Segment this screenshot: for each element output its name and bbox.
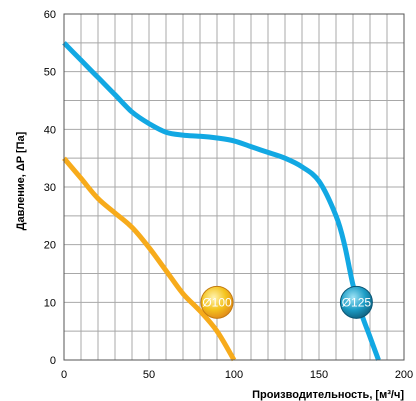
x-axis-label: Производительность, [м³/ч] [252, 389, 404, 401]
series-line-1 [62, 156, 237, 362]
series-badge-label: Ø100 [202, 295, 232, 309]
y-tick-label: 0 [50, 355, 56, 367]
y-tick-label: 10 [44, 297, 56, 309]
series-badge-circle [200, 285, 234, 319]
y-tick-labels: 0 10 20 30 40 50 60 [44, 9, 56, 367]
series-badge-label: Ø125 [342, 295, 372, 309]
y-tick-label: 30 [44, 182, 56, 194]
series-line-2 [62, 41, 381, 361]
x-tick-label: 200 [395, 369, 413, 381]
x-tick-label: 150 [310, 369, 328, 381]
x-tick-label: 50 [143, 369, 155, 381]
y-axis-label: Давление, ΔP [Па] [15, 131, 27, 230]
x-tick-label: 100 [225, 369, 243, 381]
y-tick-label: 20 [44, 240, 56, 252]
series-badges: Ø100 Ø125 [200, 285, 373, 319]
x-tick-label: 0 [61, 369, 67, 381]
series-group [62, 41, 381, 362]
series-badge-circle [339, 285, 373, 319]
plot-frame [63, 13, 405, 361]
grid [64, 14, 404, 360]
y-tick-label: 40 [44, 124, 56, 136]
y-tick-label: 50 [44, 67, 56, 79]
x-tick-labels: 0 50 100 150 200 [61, 369, 413, 381]
y-tick-label: 60 [44, 9, 56, 21]
